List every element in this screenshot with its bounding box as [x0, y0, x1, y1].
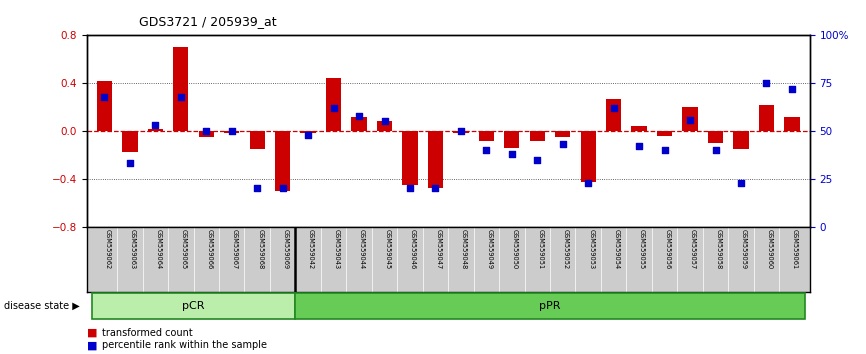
Text: GSM559042: GSM559042 — [308, 229, 314, 269]
Text: GSM559045: GSM559045 — [385, 229, 391, 269]
Text: pCR: pCR — [182, 301, 204, 311]
Text: GSM559043: GSM559043 — [333, 229, 339, 269]
Text: GDS3721 / 205939_at: GDS3721 / 205939_at — [139, 15, 276, 28]
Bar — [428, 131, 443, 188]
Text: GSM559067: GSM559067 — [232, 229, 238, 269]
Point — [225, 128, 239, 134]
Text: disease state ▶: disease state ▶ — [4, 301, 80, 311]
Text: GSM559058: GSM559058 — [715, 229, 721, 269]
Text: transformed count: transformed count — [102, 328, 193, 338]
Point — [505, 151, 519, 157]
Bar — [352, 117, 366, 131]
Point — [326, 105, 340, 111]
Bar — [530, 131, 545, 141]
Bar — [377, 121, 392, 131]
Text: GSM559049: GSM559049 — [487, 229, 493, 269]
Point — [454, 128, 468, 134]
Text: percentile rank within the sample: percentile rank within the sample — [102, 340, 268, 350]
Text: GSM559052: GSM559052 — [563, 229, 569, 269]
Text: GSM559064: GSM559064 — [155, 229, 161, 269]
Bar — [606, 99, 621, 131]
Bar — [224, 131, 239, 133]
Bar — [785, 117, 799, 131]
Text: GSM559047: GSM559047 — [436, 229, 442, 269]
Bar — [580, 131, 596, 182]
Text: GSM559046: GSM559046 — [410, 229, 416, 269]
Point — [301, 132, 315, 138]
Bar — [403, 131, 417, 185]
Text: GSM559054: GSM559054 — [614, 229, 620, 269]
Point — [352, 113, 366, 119]
Point — [480, 147, 494, 153]
Point — [683, 117, 697, 122]
Bar — [301, 131, 316, 133]
Point — [607, 105, 621, 111]
Bar — [326, 79, 341, 131]
Bar — [453, 131, 469, 133]
Point — [581, 180, 595, 185]
Bar — [173, 47, 189, 131]
Text: GSM559063: GSM559063 — [130, 229, 136, 269]
Point — [378, 119, 391, 124]
Bar — [734, 131, 748, 149]
Bar — [295, 293, 805, 319]
Point — [708, 147, 722, 153]
Bar — [92, 293, 295, 319]
Text: GSM559050: GSM559050 — [512, 229, 518, 269]
Text: GSM559051: GSM559051 — [537, 229, 543, 269]
Point — [98, 94, 112, 99]
Bar — [148, 129, 163, 131]
Bar — [198, 131, 214, 137]
Bar — [249, 131, 265, 149]
Bar — [631, 126, 647, 131]
Bar — [657, 131, 672, 136]
Bar — [555, 131, 571, 137]
Point — [429, 185, 443, 191]
Point — [632, 143, 646, 149]
Bar — [479, 131, 494, 141]
Text: GSM559062: GSM559062 — [105, 229, 111, 269]
Point — [734, 180, 748, 185]
Point — [148, 122, 162, 128]
Bar — [504, 131, 520, 148]
Text: GSM559060: GSM559060 — [766, 229, 772, 269]
Text: ■: ■ — [87, 328, 97, 338]
Point — [785, 86, 798, 92]
Point — [275, 185, 289, 191]
Text: GSM559053: GSM559053 — [588, 229, 594, 269]
Bar — [682, 107, 698, 131]
Bar — [275, 131, 290, 191]
Point — [199, 128, 213, 134]
Text: pPR: pPR — [540, 301, 561, 311]
Point — [556, 142, 570, 147]
Point — [250, 185, 264, 191]
Text: GSM559056: GSM559056 — [664, 229, 670, 269]
Text: GSM559055: GSM559055 — [639, 229, 645, 269]
Text: GSM559059: GSM559059 — [741, 229, 747, 269]
Point — [759, 80, 773, 86]
Text: GSM559069: GSM559069 — [282, 229, 288, 269]
Text: GSM559061: GSM559061 — [792, 229, 798, 269]
Point — [657, 147, 671, 153]
Point — [123, 161, 137, 166]
Bar — [708, 131, 723, 143]
Bar — [122, 131, 138, 153]
Text: GSM559044: GSM559044 — [359, 229, 365, 269]
Point — [174, 94, 188, 99]
Text: GSM559057: GSM559057 — [690, 229, 696, 269]
Point — [403, 185, 417, 191]
Text: GSM559048: GSM559048 — [461, 229, 467, 269]
Point — [530, 157, 544, 162]
Text: GSM559065: GSM559065 — [181, 229, 187, 269]
Text: GSM559066: GSM559066 — [206, 229, 212, 269]
Bar — [97, 81, 112, 131]
Text: GSM559068: GSM559068 — [257, 229, 263, 269]
Text: ■: ■ — [87, 340, 97, 350]
Bar — [759, 105, 774, 131]
